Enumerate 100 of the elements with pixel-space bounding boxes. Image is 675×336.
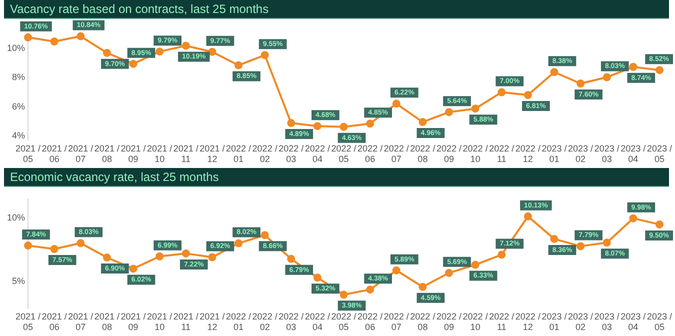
point bbox=[418, 118, 427, 126]
x-tick-label: 2023 / 02 bbox=[568, 143, 594, 164]
x-tick-label: 2022 / 02 bbox=[252, 143, 278, 164]
y-tick-label: 8% bbox=[12, 72, 26, 82]
point bbox=[260, 51, 269, 60]
point bbox=[576, 80, 585, 88]
point bbox=[471, 260, 480, 269]
x-tick-label: 2022 / 04 bbox=[304, 143, 330, 164]
y-tick-label: 5% bbox=[12, 276, 26, 286]
x-tick-label: 2022 / 12 bbox=[515, 311, 541, 332]
x-tick-label: 2023 / 05 bbox=[646, 143, 672, 164]
x-tick-label: 2023 / 05 bbox=[646, 311, 672, 332]
point bbox=[444, 108, 453, 116]
x-tick-label: 2021 / 11 bbox=[173, 143, 199, 164]
x-tick-label: 2022 / 07 bbox=[384, 311, 410, 332]
x-tick-label: 2022 / 12 bbox=[515, 143, 541, 164]
point bbox=[498, 88, 506, 96]
point bbox=[182, 249, 190, 258]
point bbox=[418, 282, 427, 291]
x-tick-label: 2022 / 09 bbox=[436, 311, 462, 332]
point bbox=[129, 264, 138, 273]
x-tick-label: 2023 / 02 bbox=[568, 311, 594, 332]
x-tick-label: 2022 / 07 bbox=[384, 143, 410, 164]
point bbox=[444, 268, 453, 277]
x-tick-label: 2021 / 10 bbox=[147, 143, 173, 164]
x-tick-label: 2022 / 11 bbox=[489, 143, 515, 164]
point bbox=[156, 252, 164, 260]
x-tick-label: 2023 / 03 bbox=[594, 143, 620, 164]
point bbox=[76, 239, 85, 248]
point bbox=[129, 60, 138, 68]
point bbox=[287, 119, 296, 128]
x-tick-label: 2022 / 08 bbox=[410, 311, 436, 332]
point bbox=[366, 286, 374, 294]
point bbox=[50, 244, 58, 253]
x-tick-label: 2022 / 10 bbox=[462, 143, 488, 164]
point bbox=[392, 100, 400, 108]
x-tick-label: 2021 / 07 bbox=[68, 311, 94, 332]
point bbox=[602, 73, 611, 82]
x-tick-label: 2021 / 05 bbox=[16, 143, 42, 164]
x-tick-label: 2023 / 01 bbox=[542, 311, 568, 332]
x-tick-label: 2022 / 03 bbox=[278, 311, 304, 332]
y-tick-label: 10% bbox=[7, 42, 26, 53]
x-tick-label: 2021 / 11 bbox=[173, 311, 199, 332]
chart-title: Vacancy rate based on contracts, last 25 months bbox=[4, 0, 669, 19]
x-tick-label: 2023 / 03 bbox=[594, 311, 620, 332]
point bbox=[629, 62, 638, 71]
x-tick-label: 2021 / 09 bbox=[120, 311, 146, 332]
x-tick-label: 2022 / 08 bbox=[410, 143, 436, 164]
point bbox=[524, 91, 532, 100]
point bbox=[260, 231, 269, 240]
x-tick-label: 2022 / 05 bbox=[331, 143, 357, 164]
x-tick-label: 2021 / 12 bbox=[200, 311, 226, 332]
chart-title: Economic vacancy rate, last 25 months bbox=[4, 168, 669, 187]
x-tick-label: 2022 / 10 bbox=[462, 311, 488, 332]
point bbox=[234, 61, 243, 70]
x-tick-label: 2022 / 09 bbox=[436, 143, 462, 164]
point bbox=[550, 234, 558, 243]
point bbox=[102, 48, 111, 57]
point bbox=[602, 238, 611, 247]
point bbox=[629, 214, 638, 222]
point bbox=[50, 38, 58, 46]
x-tick-label: 2021 / 09 bbox=[120, 143, 146, 164]
point bbox=[156, 48, 164, 56]
point bbox=[182, 42, 190, 50]
point bbox=[471, 104, 480, 113]
x-tick-label: 2023 / 04 bbox=[620, 143, 646, 164]
point bbox=[234, 239, 243, 248]
point bbox=[498, 250, 506, 259]
x-tick-label: 2022 / 04 bbox=[304, 311, 330, 332]
point bbox=[313, 122, 322, 130]
x-tick-label: 2022 / 01 bbox=[226, 311, 252, 332]
x-tick-label: 2021 / 06 bbox=[42, 143, 68, 164]
x-tick-label: 2021 / 08 bbox=[94, 143, 120, 164]
point bbox=[655, 220, 664, 228]
point bbox=[524, 212, 532, 220]
point bbox=[24, 242, 32, 250]
x-tick-label: 2022 / 06 bbox=[358, 143, 384, 164]
x-tick-label: 2022 / 02 bbox=[252, 311, 278, 332]
y-tick-label: 4% bbox=[12, 130, 26, 141]
x-tick-label: 2022 / 11 bbox=[489, 311, 515, 332]
point bbox=[287, 254, 296, 263]
point bbox=[208, 253, 216, 262]
point bbox=[76, 32, 85, 40]
point bbox=[24, 33, 32, 42]
x-tick-label: 2022 / 01 bbox=[226, 143, 252, 164]
x-tick-label: 2022 / 06 bbox=[358, 311, 384, 332]
point bbox=[313, 274, 322, 282]
x-tick-label: 2021 / 12 bbox=[200, 143, 226, 164]
point bbox=[208, 48, 216, 56]
point bbox=[550, 68, 558, 76]
x-tick-label: 2022 / 03 bbox=[278, 143, 304, 164]
x-tick-label: 2021 / 10 bbox=[147, 311, 173, 332]
x-tick-label: 2021 / 07 bbox=[68, 143, 94, 164]
y-tick-label: 10% bbox=[7, 212, 26, 223]
x-tick-label: 2023 / 04 bbox=[620, 311, 646, 332]
point bbox=[102, 254, 111, 262]
y-tick-label: 6% bbox=[12, 101, 26, 112]
point bbox=[392, 266, 400, 274]
point bbox=[655, 66, 664, 74]
point bbox=[366, 120, 374, 128]
